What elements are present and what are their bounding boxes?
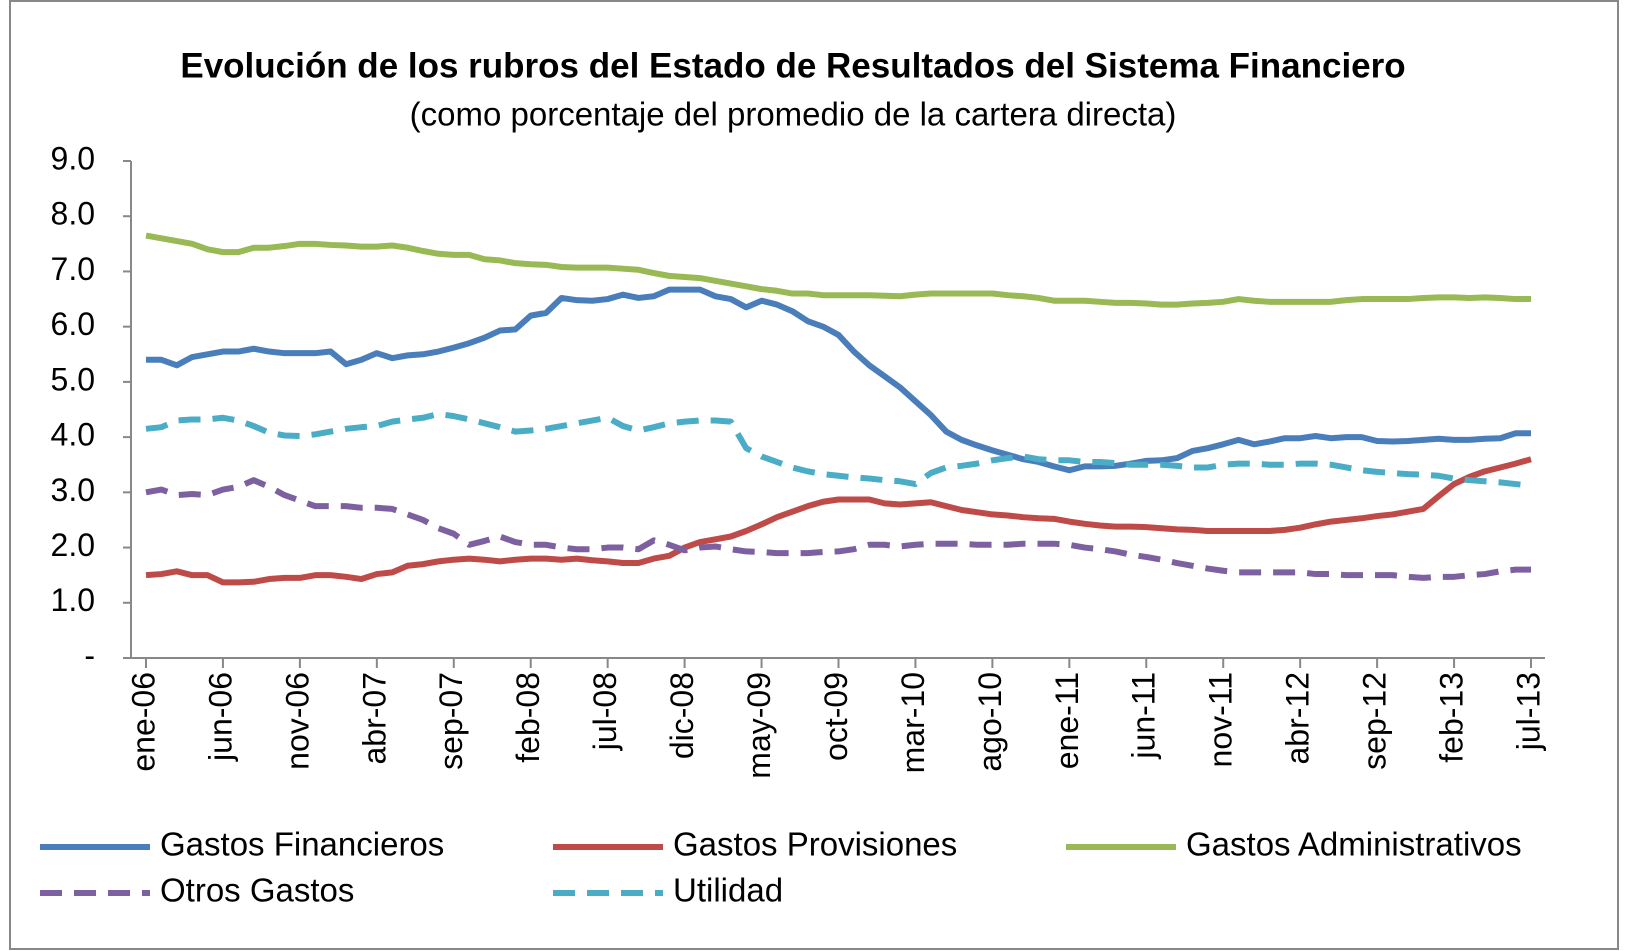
x-tick-label: sep-07 — [433, 672, 469, 770]
x-tick-label: may-09 — [741, 672, 777, 779]
x-tick-label: mar-10 — [895, 672, 931, 773]
legend-label: Utilidad — [673, 872, 783, 909]
y-tick-label: 7.0 — [51, 251, 95, 287]
series-line — [145, 477, 1531, 581]
y-tick-label: 1.0 — [51, 582, 95, 618]
series-line — [145, 410, 1532, 489]
y-tick-label: - — [84, 637, 95, 673]
series-line — [145, 456, 1532, 586]
x-tick-label: ene-11 — [1049, 672, 1085, 769]
x-tick-label: nov-11 — [1203, 672, 1239, 767]
legend-label: Gastos Financieros — [160, 826, 444, 863]
y-tick-label: 4.0 — [51, 417, 95, 453]
legend-label: Gastos Administrativos — [1186, 826, 1522, 863]
y-tick-label: 3.0 — [51, 472, 95, 508]
x-tick-label: jul-08 — [587, 672, 623, 751]
y-tick-label: 9.0 — [51, 140, 95, 176]
x-tick-label: jun-06 — [202, 672, 238, 762]
series-line — [146, 286, 1531, 474]
legend-label: Otros Gastos — [160, 872, 354, 909]
x-tick-label: jun-11 — [1126, 672, 1162, 760]
x-tick-label: abr-07 — [356, 672, 392, 765]
y-tick-label: 2.0 — [51, 527, 95, 563]
x-tick-label: oct-09 — [818, 672, 854, 761]
x-tick-label: sep-12 — [1357, 672, 1393, 770]
x-tick-label: feb-13 — [1434, 672, 1470, 763]
x-tick-label: ene-06 — [125, 672, 161, 772]
x-tick-label: ago-10 — [972, 672, 1008, 772]
x-tick-label: abr-12 — [1280, 672, 1316, 765]
y-tick-label: 6.0 — [51, 306, 95, 342]
chart-title: Evolución de los rubros del Estado de Re… — [180, 46, 1405, 85]
x-tick-label: jul-13 — [1510, 672, 1546, 751]
series-line — [145, 232, 1531, 308]
x-tick-label: feb-08 — [510, 672, 546, 763]
y-tick-label: 5.0 — [51, 361, 95, 397]
x-tick-label: nov-06 — [279, 672, 315, 770]
x-tick-label: dic-08 — [664, 672, 700, 759]
y-tick-label: 8.0 — [51, 196, 95, 232]
legend-label: Gastos Provisiones — [673, 826, 957, 863]
chart-subtitle: (como porcentaje del promedio de la cart… — [410, 96, 1177, 133]
